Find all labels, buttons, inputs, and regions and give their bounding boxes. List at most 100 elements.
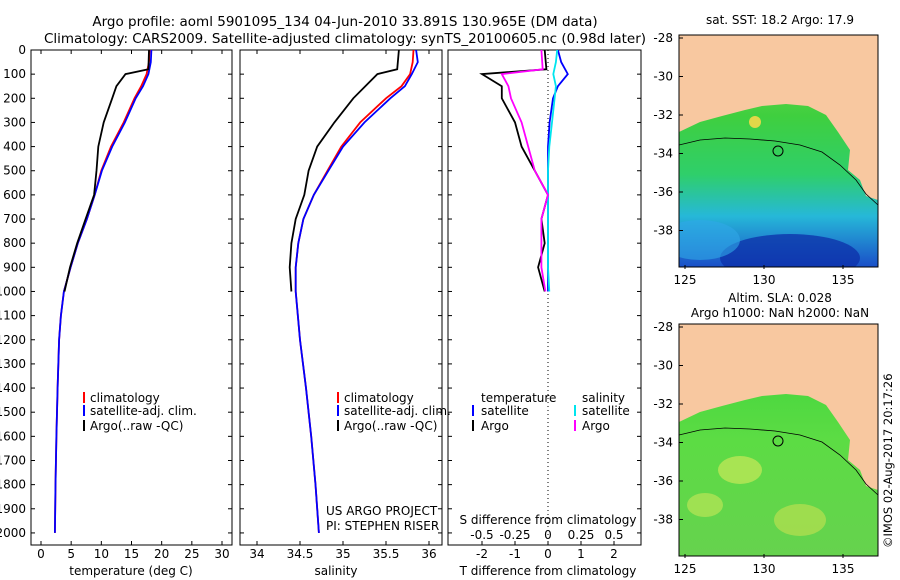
x-tick-label: 20 xyxy=(154,547,169,561)
temperature-x-axis: 0 5 10 15 20 25 30 xyxy=(37,50,230,561)
sla-map-frame xyxy=(678,323,879,557)
longitude-tick-label: 125 xyxy=(674,273,697,287)
depth-axis: 0 100 200 300 400 500 600 700 800 900 1000 1100 1200… xyxy=(0,43,641,540)
sst-warm-spot xyxy=(749,116,761,128)
latitude-tick-label: -34 xyxy=(653,436,673,450)
temperature-axis-label: temperature (deg C) xyxy=(69,564,192,578)
figure-title-line2: Climatology: CARS2009. Satellite-adjuste… xyxy=(44,31,646,47)
sst-map xyxy=(679,35,878,267)
legend-argo-label: Argo(..raw -QC) xyxy=(344,419,437,433)
figure-title-line1: Argo profile: aoml 5901095_134 04-Jun-20… xyxy=(92,14,597,30)
x-tick-label: -2 xyxy=(476,547,488,561)
depth-tick-label: 1400 xyxy=(0,381,26,395)
salinity-panel-frame xyxy=(239,49,443,546)
salinity-difference-tick-label: 0.5 xyxy=(604,528,623,542)
depth-tick-label: 1500 xyxy=(0,405,26,419)
latitude-tick-label: -28 xyxy=(653,320,673,334)
depth-tick-label: 800 xyxy=(3,236,26,250)
series-line-temperature-satellite xyxy=(547,49,569,292)
temperature-panel-frame xyxy=(30,49,233,546)
latitude-tick-label: -38 xyxy=(653,513,673,527)
salinity-difference-tick-label: 0.25 xyxy=(568,528,595,542)
legend-temp-argo-label: Argo xyxy=(481,419,509,433)
depth-tick-label: 300 xyxy=(3,115,26,129)
series-line-climatology xyxy=(54,49,151,533)
sst-deep-blue-patch xyxy=(720,234,860,267)
sla-map-title-line2: Argo h1000: NaN h2000: NaN xyxy=(691,306,869,320)
x-tick-label: 10 xyxy=(94,547,109,561)
x-tick-label: 5 xyxy=(67,547,75,561)
legend-climatology-label: climatology xyxy=(90,391,160,405)
difference-series xyxy=(479,49,569,292)
longitude-tick-label: 130 xyxy=(753,562,776,576)
sla-map xyxy=(679,324,878,556)
salinity-difference-ticks: -0.5 -0.25 0 0.25 0.5 xyxy=(470,528,623,542)
salinity-difference-axis-label: S difference from climatology xyxy=(460,513,637,527)
legend-sal-satellite-label: satellite xyxy=(582,404,630,418)
salinity-series xyxy=(288,49,419,533)
temperature-legend: climatology satellite-adj. clim. Argo(..… xyxy=(83,391,197,433)
salinity-difference-tick-label: 0 xyxy=(544,528,552,542)
legend-temp-satellite-label: satellite xyxy=(481,404,529,418)
salinity-axis-label: salinity xyxy=(314,564,357,578)
x-tick-label: 1 xyxy=(577,547,585,561)
sla-argo-location-marker xyxy=(772,435,784,447)
series-line-argo-raw-qc xyxy=(288,49,400,292)
series-line-argo-raw-qc xyxy=(63,49,150,292)
sst-cyan-patch xyxy=(679,220,740,260)
sla-isobath xyxy=(679,427,878,496)
depth-tick-label: 900 xyxy=(3,260,26,274)
depth-tick-label: 1600 xyxy=(0,429,26,443)
latitude-tick-label: -32 xyxy=(653,108,673,122)
difference-panel-frame xyxy=(447,49,642,546)
depth-tick-label: 1200 xyxy=(0,333,26,347)
x-tick-label: 0 xyxy=(37,547,45,561)
legend-satellite-label: satellite-adj. clim. xyxy=(90,404,197,418)
sst-argo-location-marker xyxy=(772,145,784,157)
salinity-difference-tick-label: -0.25 xyxy=(499,528,530,542)
difference-x-axis: -2 -1 0 1 2 xyxy=(476,541,618,561)
sla-yellow-patch-3 xyxy=(687,493,723,517)
sla-map-y-axis: -28 -30 -32 -34 -36 -38 xyxy=(653,320,683,527)
latitude-tick-label: -38 xyxy=(653,224,673,238)
x-tick-label: 35.5 xyxy=(373,547,400,561)
longitude-tick-label: 135 xyxy=(832,562,855,576)
latitude-tick-label: -32 xyxy=(653,397,673,411)
credit-project: US ARGO PROJECT xyxy=(326,504,438,518)
imos-watermark: ©IMOS 02-Aug-2017 20:17:26 xyxy=(881,373,895,548)
series-line-satellite-adj-clim xyxy=(54,49,153,533)
series-line-salinity-satellite xyxy=(547,49,559,292)
depth-tick-label: 1700 xyxy=(0,453,26,467)
depth-tick-label: 1800 xyxy=(0,478,26,492)
legend-climatology-label: climatology xyxy=(344,391,414,405)
sst-map-y-axis: -28 -30 -32 -34 -36 -38 xyxy=(653,31,683,238)
legend-satellite-label: satellite-adj. clim. xyxy=(344,404,451,418)
sla-yellow-patch-1 xyxy=(718,456,762,484)
series-line-temperature-argo xyxy=(479,49,549,292)
legend-temperature-title: temperature xyxy=(481,391,556,405)
depth-tick-label: 0 xyxy=(18,43,26,57)
sst-isobath xyxy=(679,137,878,206)
series-line-satellite-adj-clim xyxy=(294,49,419,533)
x-tick-label: 25 xyxy=(184,547,199,561)
latitude-tick-label: -36 xyxy=(653,185,673,199)
latitude-tick-label: -30 xyxy=(653,359,673,373)
legend-sal-argo-label: Argo xyxy=(582,419,610,433)
longitude-tick-label: 135 xyxy=(832,273,855,287)
longitude-tick-label: 130 xyxy=(753,273,776,287)
x-tick-label: -1 xyxy=(509,547,521,561)
depth-tick-label: 2000 xyxy=(0,526,26,540)
sst-map-x-axis: 125 130 135 xyxy=(674,265,855,287)
sla-land-mass xyxy=(679,324,878,490)
temperature-series xyxy=(54,49,153,533)
sst-land-mass xyxy=(679,35,878,200)
legend-argo-label: Argo(..raw -QC) xyxy=(90,419,183,433)
credit-pi: PI: STEPHEN RISER xyxy=(326,519,439,533)
depth-tick-label: 400 xyxy=(3,140,26,154)
x-tick-label: 34 xyxy=(249,547,264,561)
latitude-tick-label: -30 xyxy=(653,70,673,84)
sla-map-x-axis: 125 130 135 xyxy=(674,554,855,576)
sst-map-title: sat. SST: 18.2 Argo: 17.9 xyxy=(706,13,854,27)
x-tick-label: 36 xyxy=(421,547,436,561)
